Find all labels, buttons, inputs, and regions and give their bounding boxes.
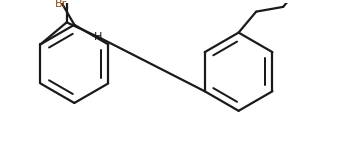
Text: Br: Br [54,0,67,9]
Text: H: H [94,32,103,42]
